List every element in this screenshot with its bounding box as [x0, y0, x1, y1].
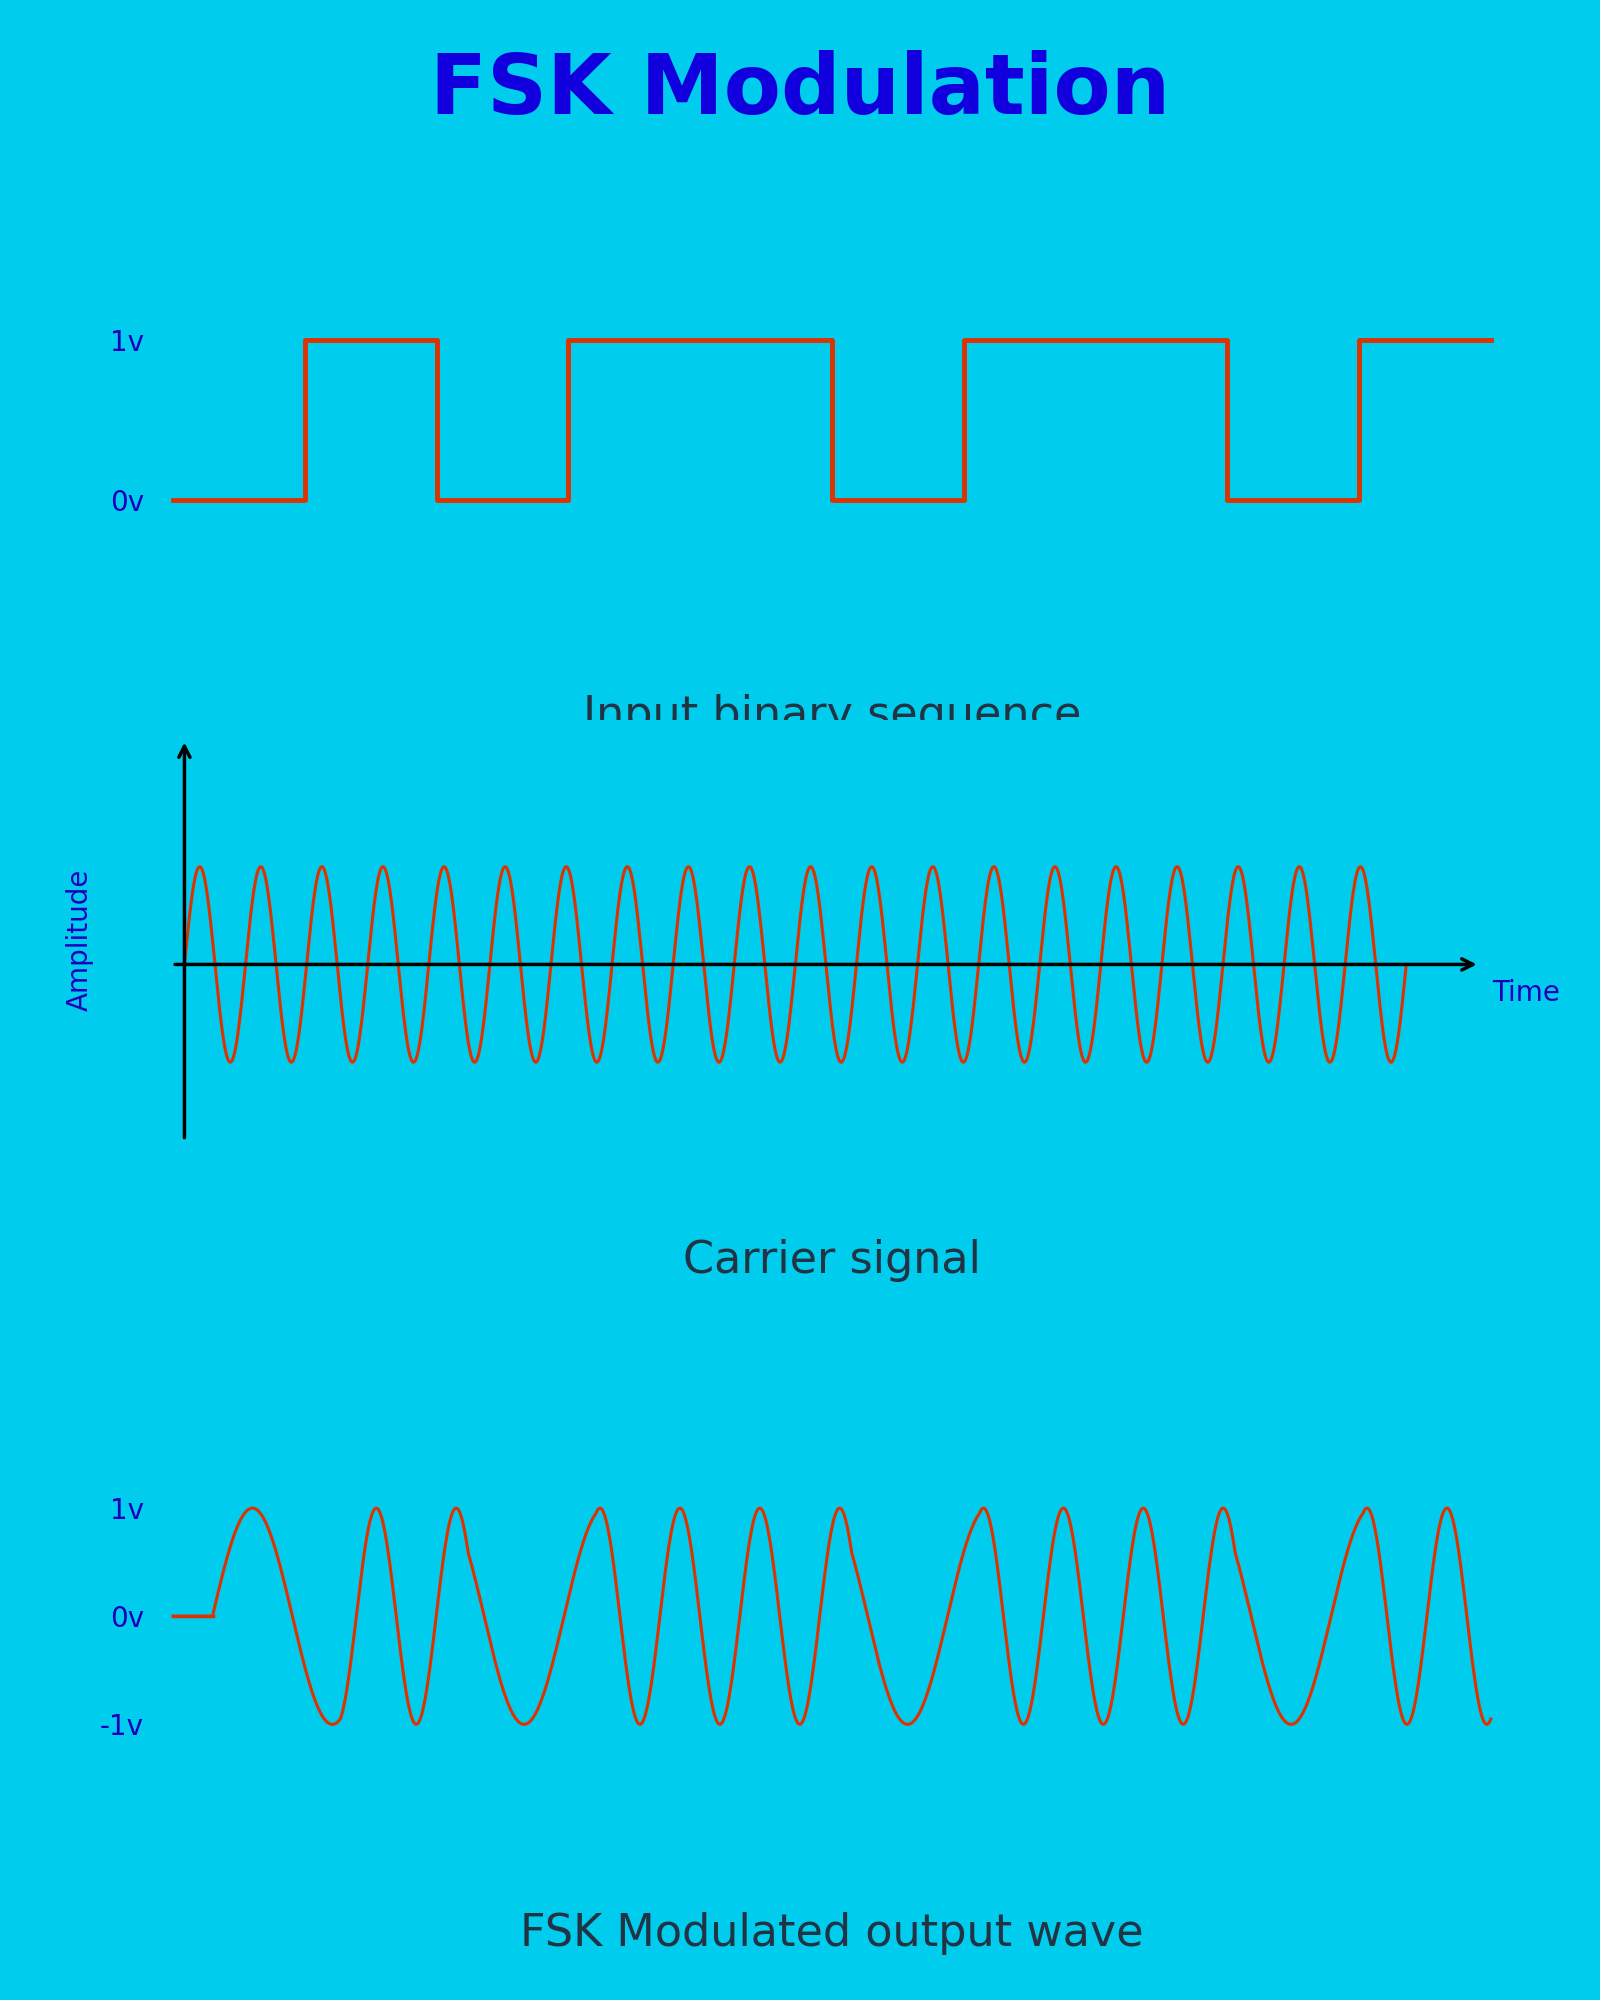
- Text: FSK Modulation: FSK Modulation: [430, 50, 1170, 132]
- Text: Time: Time: [1491, 980, 1560, 1008]
- Text: Carrier signal: Carrier signal: [683, 1240, 981, 1282]
- Text: Input binary sequence: Input binary sequence: [582, 694, 1082, 736]
- Text: FSK Modulated output wave: FSK Modulated output wave: [520, 1912, 1144, 1956]
- Text: Amplitude: Amplitude: [66, 868, 93, 1012]
